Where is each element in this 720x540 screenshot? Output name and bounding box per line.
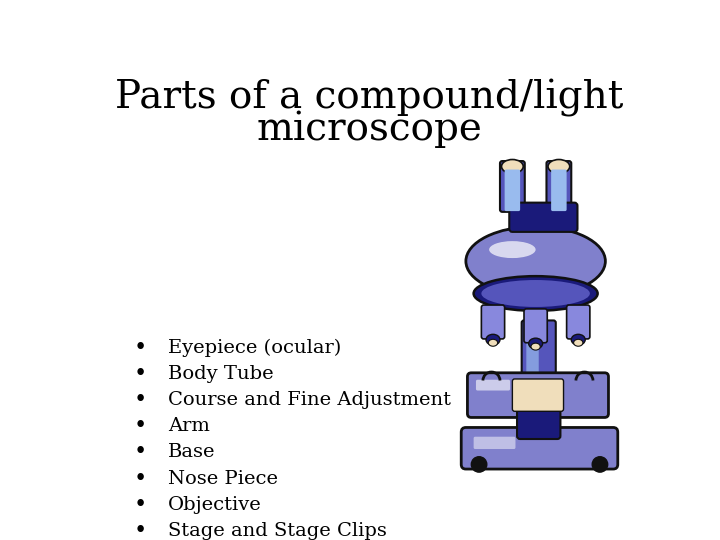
- Ellipse shape: [482, 280, 590, 307]
- Text: Arm: Arm: [168, 417, 210, 435]
- Ellipse shape: [497, 226, 544, 265]
- Text: Nose Piece: Nose Piece: [168, 469, 278, 488]
- Text: Eyepiece (ocular): Eyepiece (ocular): [168, 339, 341, 356]
- FancyBboxPatch shape: [500, 161, 525, 212]
- FancyBboxPatch shape: [474, 437, 516, 449]
- FancyBboxPatch shape: [551, 170, 567, 211]
- Text: •: •: [134, 389, 147, 411]
- Ellipse shape: [466, 226, 606, 296]
- Text: Course and Fine Adjustment: Course and Fine Adjustment: [168, 391, 451, 409]
- Ellipse shape: [502, 159, 523, 173]
- FancyBboxPatch shape: [505, 170, 520, 211]
- Ellipse shape: [548, 159, 570, 173]
- Ellipse shape: [486, 334, 500, 345]
- Text: •: •: [134, 415, 147, 437]
- Ellipse shape: [571, 334, 585, 345]
- Ellipse shape: [488, 339, 498, 346]
- Text: •: •: [134, 363, 147, 384]
- Text: •: •: [134, 336, 147, 359]
- Text: Parts of a compound/light: Parts of a compound/light: [114, 79, 624, 117]
- Text: •: •: [134, 494, 147, 516]
- FancyBboxPatch shape: [522, 320, 556, 390]
- Circle shape: [593, 457, 608, 472]
- Ellipse shape: [574, 339, 583, 346]
- Text: microscope: microscope: [256, 111, 482, 148]
- FancyBboxPatch shape: [513, 379, 564, 411]
- FancyBboxPatch shape: [476, 380, 510, 390]
- Text: •: •: [134, 441, 147, 463]
- FancyBboxPatch shape: [546, 161, 571, 212]
- Ellipse shape: [531, 343, 540, 350]
- Text: Stage and Stage Clips: Stage and Stage Clips: [168, 522, 387, 540]
- Text: Objective: Objective: [168, 496, 262, 514]
- FancyBboxPatch shape: [526, 325, 539, 386]
- Ellipse shape: [474, 276, 598, 311]
- FancyBboxPatch shape: [524, 309, 547, 343]
- FancyBboxPatch shape: [467, 373, 608, 417]
- Text: •: •: [134, 520, 147, 540]
- Text: Body Tube: Body Tube: [168, 364, 274, 383]
- FancyBboxPatch shape: [462, 428, 618, 469]
- Text: Base: Base: [168, 443, 215, 461]
- Ellipse shape: [528, 338, 543, 349]
- Circle shape: [472, 457, 487, 472]
- Text: •: •: [134, 468, 147, 490]
- FancyBboxPatch shape: [523, 410, 554, 438]
- FancyBboxPatch shape: [567, 305, 590, 339]
- FancyBboxPatch shape: [517, 408, 560, 439]
- Ellipse shape: [489, 241, 536, 258]
- FancyBboxPatch shape: [509, 202, 577, 232]
- FancyBboxPatch shape: [482, 305, 505, 339]
